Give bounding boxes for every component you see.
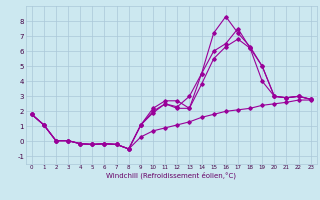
X-axis label: Windchill (Refroidissement éolien,°C): Windchill (Refroidissement éolien,°C)	[106, 172, 236, 179]
